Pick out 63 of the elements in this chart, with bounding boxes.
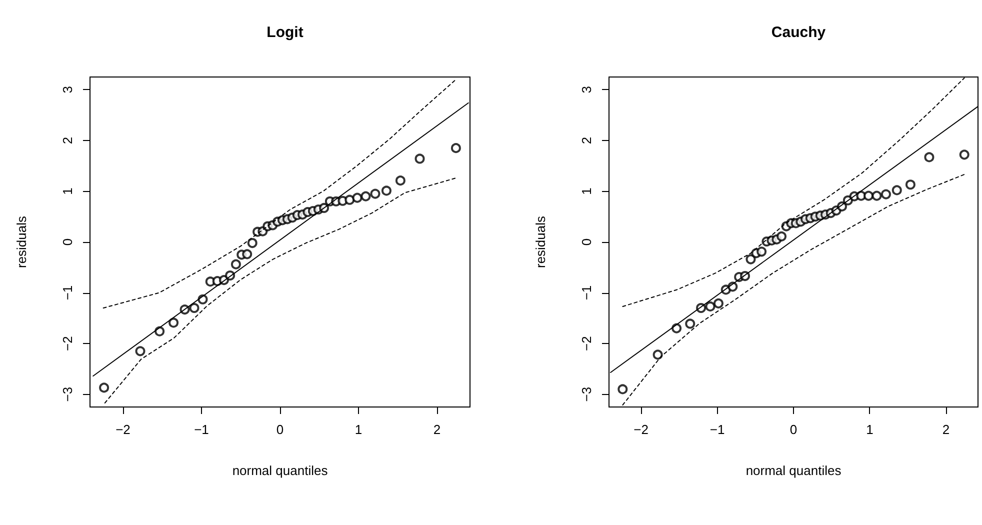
y-tick-label: −2	[579, 336, 594, 351]
point	[713, 298, 724, 308]
line-series	[102, 79, 456, 308]
point	[864, 190, 874, 201]
x-axis-title: normal quantiles	[746, 463, 842, 478]
point	[135, 346, 146, 356]
point	[756, 246, 767, 257]
chart-title: Logit	[266, 24, 304, 41]
point	[99, 382, 110, 393]
point	[652, 350, 663, 360]
x-axis-title: normal quantiles	[232, 463, 328, 478]
x-tick-label: 0	[276, 422, 284, 437]
y-tick-label: −2	[60, 336, 75, 351]
point	[242, 249, 252, 260]
x-tick-label: −1	[194, 422, 209, 437]
line-series	[104, 178, 456, 404]
y-tick-label: −1	[579, 285, 594, 300]
x-tick-label: −2	[116, 422, 130, 437]
point	[880, 189, 891, 200]
point	[872, 190, 882, 201]
point	[352, 192, 362, 203]
x-tick-label: 2	[433, 422, 441, 437]
y-axis-title: residuals	[533, 215, 548, 268]
point	[230, 259, 241, 270]
point	[450, 143, 461, 154]
y-tick-label: 3	[579, 86, 594, 94]
point	[370, 188, 380, 199]
point	[905, 180, 916, 190]
y-tick-label: 1	[60, 188, 75, 195]
x-tick-label: −1	[710, 422, 725, 437]
point	[924, 152, 934, 162]
point	[776, 231, 787, 242]
point	[685, 318, 696, 329]
x-tick-label: 1	[354, 422, 362, 437]
x-tick-label: −2	[634, 422, 648, 437]
x-tick-label: 0	[790, 422, 798, 437]
point	[381, 186, 392, 196]
y-tick-label: 1	[579, 188, 594, 195]
point	[705, 301, 716, 312]
y-tick-label: −1	[60, 285, 75, 300]
chart-title: Cauchy	[771, 24, 826, 41]
y-tick-label: 2	[60, 136, 75, 144]
y-tick-label: −3	[60, 386, 75, 402]
x-tick-label: 2	[942, 422, 950, 437]
point	[892, 185, 902, 196]
point	[189, 303, 200, 313]
y-tick-label: −3	[579, 386, 594, 402]
point	[344, 194, 355, 205]
point	[360, 191, 371, 202]
point	[395, 176, 406, 186]
point	[247, 238, 258, 248]
x-tick-label: 1	[866, 422, 874, 437]
y-tick-label: 3	[60, 86, 75, 94]
point	[959, 150, 970, 160]
y-tick-label: 2	[579, 136, 594, 144]
y-tick-label: 0	[60, 238, 75, 246]
point	[414, 154, 425, 164]
y-tick-label: 0	[579, 238, 594, 246]
point	[746, 254, 756, 264]
point	[672, 323, 682, 334]
y-axis-title: residuals	[14, 215, 29, 268]
point	[168, 318, 179, 328]
point	[618, 384, 628, 394]
